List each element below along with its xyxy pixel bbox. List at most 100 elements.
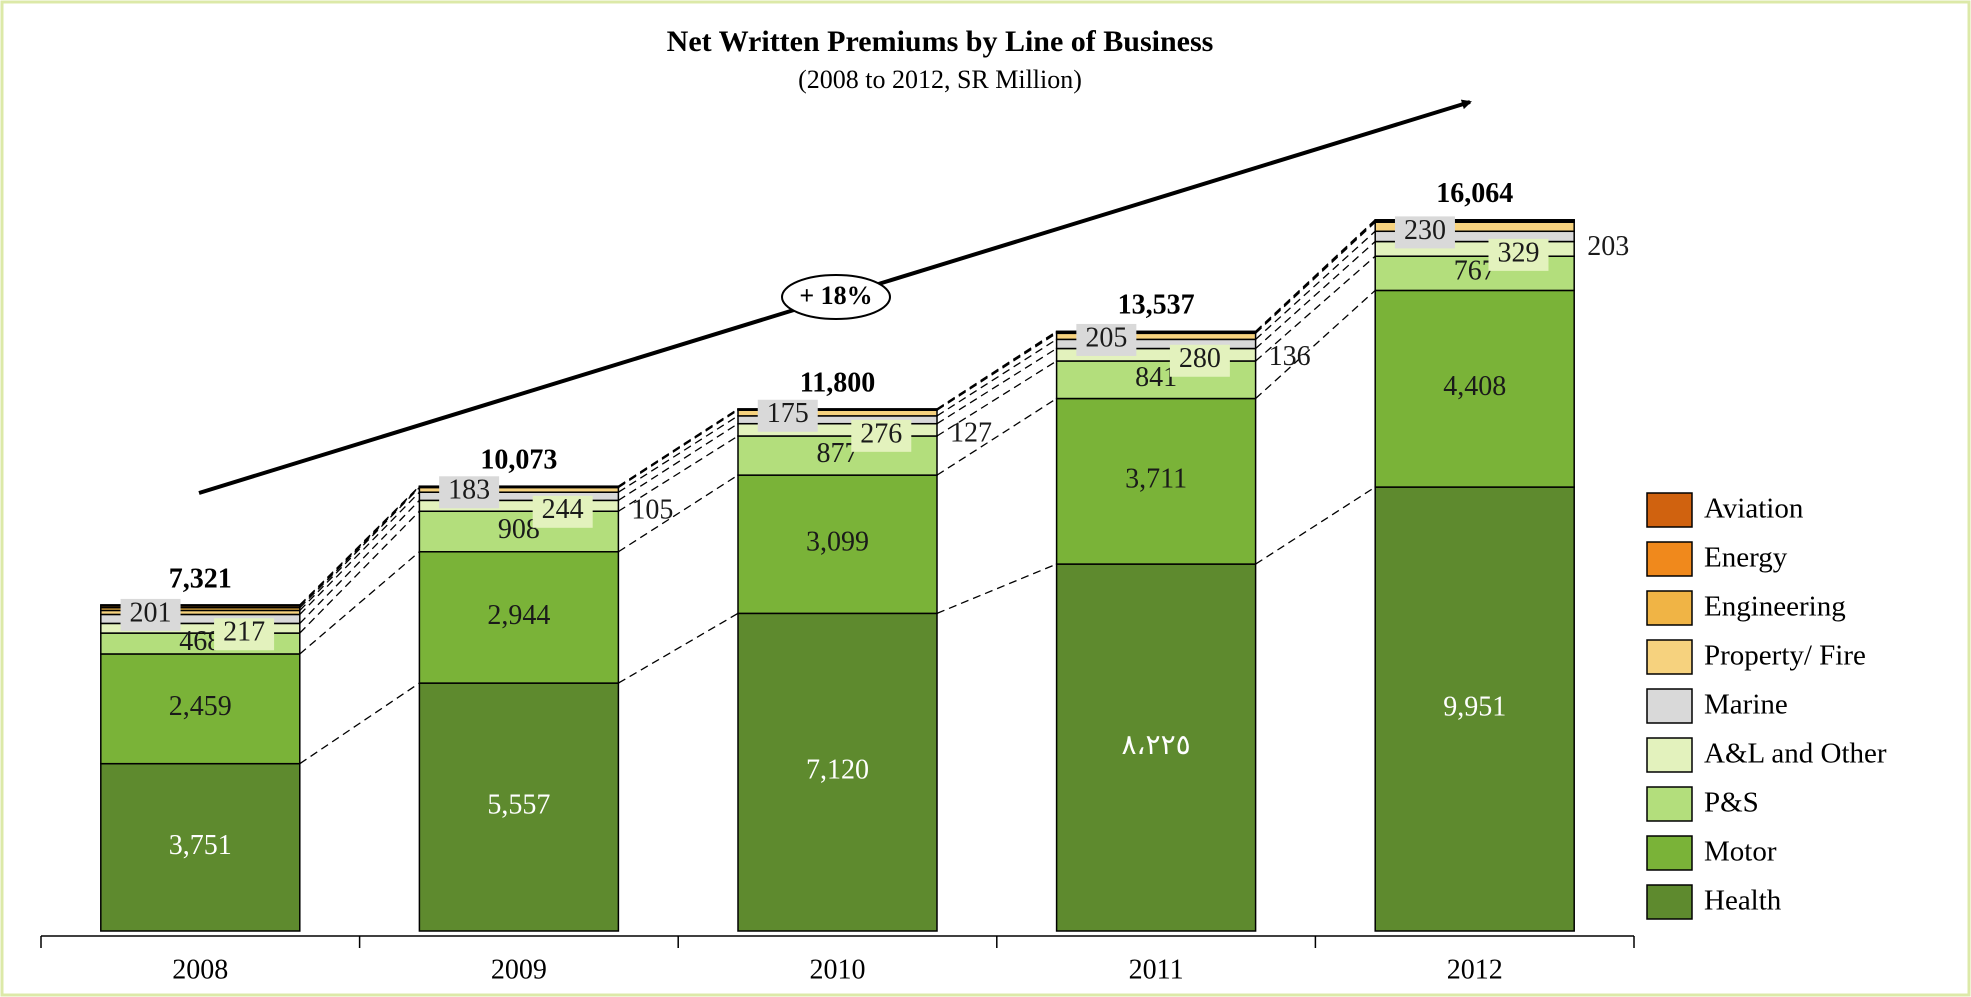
legend-label: A&L and Other [1704,738,1887,770]
connector [299,510,420,634]
bar-segment [737,612,938,932]
data-label: 280 [1179,343,1221,374]
connector [299,682,420,765]
connector [299,491,420,615]
bar-segment [1374,486,1575,932]
total-label: 10,073 [480,445,557,476]
annotation-ellipse [781,274,891,320]
label-box [439,476,500,509]
connector [618,612,739,684]
legend-label: P&S [1704,787,1759,819]
connector [299,499,420,624]
legend-label: Health [1704,885,1782,917]
bar-segment [100,762,301,932]
total-label: 16,064 [1436,178,1513,209]
label-box [1394,216,1455,249]
total-label: 11,800 [800,367,875,398]
connector [936,338,1057,417]
connector [936,347,1057,425]
label-box [1076,323,1137,356]
data-label: 127 [950,417,992,448]
data-label: 230 [1404,215,1446,246]
data-label: 205 [1085,322,1127,353]
data-label: 4,408 [1443,371,1506,402]
legend-swatch [1646,786,1693,822]
bar-segment [100,604,301,607]
bar-segment [1055,563,1257,932]
data-label: 2,459 [169,691,232,722]
legend-label: Motor [1704,836,1777,868]
data-label: 9,951 [1443,691,1506,722]
label-box [851,419,912,452]
connector [299,486,420,609]
label-box [1488,238,1549,271]
label-box [532,495,593,528]
data-label: 203 [1587,231,1629,262]
legend-label: Property/ Fire [1704,640,1866,672]
label-box [757,399,818,432]
annotation: + 18% [799,281,872,310]
data-label: 276 [860,418,902,449]
connector [1255,289,1376,400]
data-label: 7,120 [806,755,869,786]
bar-segment [418,682,620,932]
connector [618,415,739,493]
legend-label: Energy [1704,542,1788,574]
data-label: 3,099 [806,527,869,558]
connector [1255,486,1376,565]
legend-swatch [1646,639,1693,675]
connector [1255,230,1376,340]
data-label: 3,751 [169,830,232,861]
connector [936,397,1057,476]
label-box [214,618,275,651]
connector [618,474,739,553]
legend-label: Engineering [1704,591,1846,623]
x-tick-label: 2008 [172,954,228,985]
connector [936,330,1057,410]
data-label: 136 [1269,341,1311,372]
bar-segment [737,474,938,615]
legend-swatch [1646,737,1693,773]
legend-swatch [1646,590,1693,626]
chart-title: Net Written Premiums by Line of Business [667,25,1214,58]
connector [618,423,739,501]
data-label: 175 [767,398,809,429]
connector [1255,241,1376,349]
connector [1255,221,1376,334]
data-label: 105 [631,494,673,525]
x-tick-label: 2012 [1447,954,1503,985]
x-tick-label: 2011 [1129,954,1184,985]
connector [1255,219,1376,332]
data-label: ٨،٢٢٥ [1121,730,1190,761]
data-label: 5,557 [487,789,550,820]
data-label: 329 [1497,237,1539,268]
connector [936,360,1057,437]
legend-swatch [1646,541,1693,577]
bar-segment [418,551,620,684]
x-tick-label: 2009 [491,954,547,985]
legend-swatch [1646,835,1693,871]
connector [299,551,420,655]
connector [299,485,420,606]
data-label: 201 [130,597,172,628]
connector [618,408,739,487]
connector [936,332,1057,411]
data-label: 183 [448,475,490,506]
legend-swatch [1646,492,1693,528]
bar-segment [1055,397,1257,565]
data-label: 217 [223,617,265,648]
total-label: 7,321 [169,563,232,594]
connector [936,563,1057,614]
connector [299,487,420,611]
total-label: 13,537 [1118,290,1195,321]
legend-label: Aviation [1704,493,1804,525]
legend-swatch [1646,884,1693,920]
chart-subtitle: (2008 to 2012, SR Million) [798,65,1082,94]
data-label: 244 [542,494,584,525]
label-box [120,598,181,631]
label-box [1169,344,1230,377]
legend-swatch [1646,688,1693,724]
